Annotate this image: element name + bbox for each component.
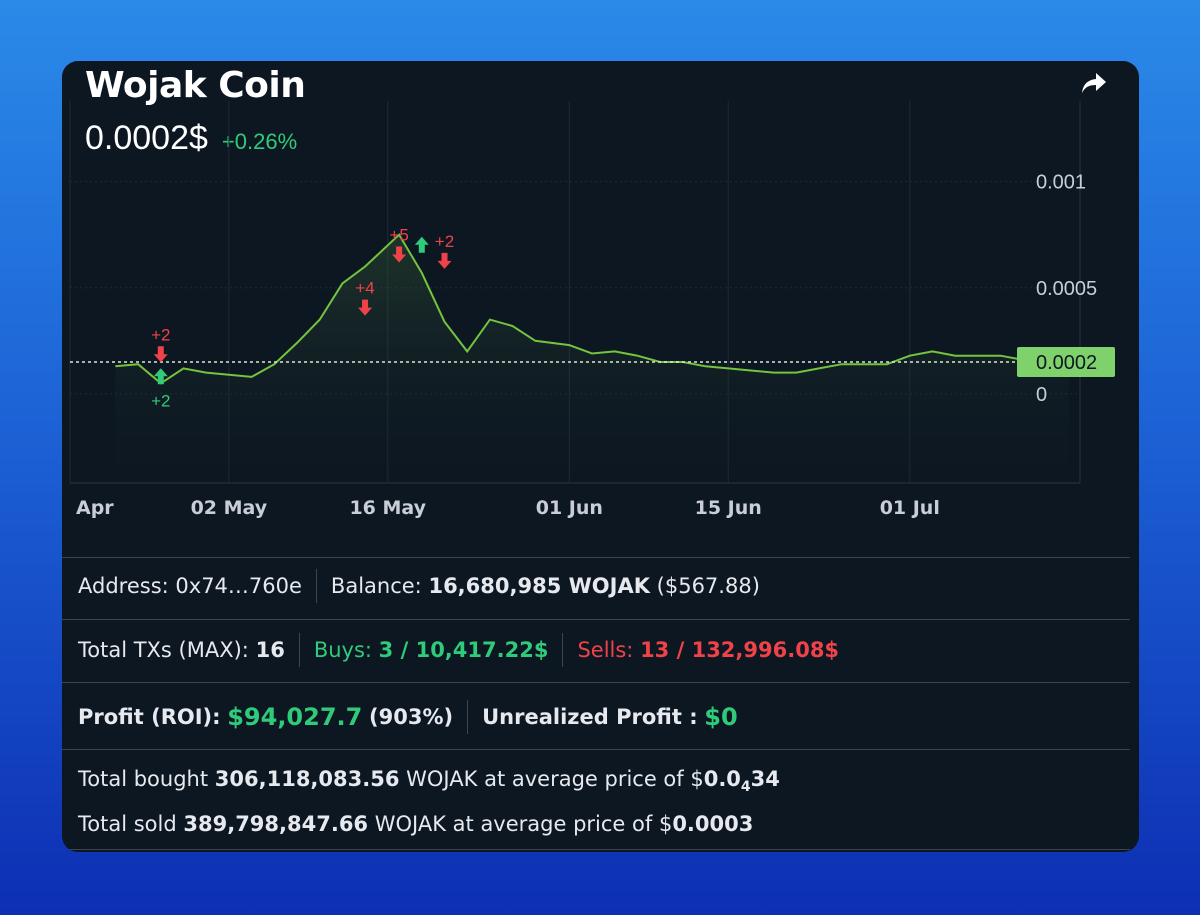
arrow-up-icon [153,368,168,385]
divider [62,749,1130,750]
address-segment: Address: 0x74…760e [62,574,316,598]
marker-label: +2 [151,325,170,344]
sell-marker: +2 [151,325,170,363]
x-tick-label: 01 Jul [880,497,940,519]
balance-usd: ($567.88) [656,574,760,598]
arrow-down-icon [392,246,407,263]
sell-marker: +5 [389,226,409,263]
coin-title: Wojak Coin [85,65,306,106]
bought-prefix: Total bought [78,767,209,791]
sold-mid: WOJAK at average price of $ [374,812,673,837]
unrealized-label: Unrealized Profit : [482,705,698,729]
bought-mid: WOJAK at average price of $ [406,767,704,791]
arrow-down-icon [153,346,168,363]
sells-label: Sells: [577,638,634,662]
total-txs-segment: Total TXs (MAX): 16 [62,638,299,662]
unrealized-value: $0 [704,703,738,731]
current-price-badge-label: 0.0002 [1036,352,1097,374]
y-tick-label: 0.001 [1036,172,1086,194]
divider [298,633,300,667]
divider [562,633,564,667]
divider [62,682,1130,683]
unrealized-segment: Unrealized Profit : $0 [468,703,752,731]
arrow-down-icon [358,299,373,316]
arrow-up-icon [414,236,429,253]
price-row: 0.0002$ +0.26% [85,119,297,158]
x-axis: Apr 02 May 16 May 01 Jun 15 Jun 01 Jul [76,497,940,519]
price-area [115,234,1069,483]
transactions-row: Total TXs (MAX): 16 Buys: 3 / 10,417.22$… [62,629,1130,671]
profit-label: Profit (ROI): [78,705,221,729]
x-tick-label: 16 May [349,497,426,519]
x-tick-label: 01 Jun [536,497,603,519]
marker-label: +2 [151,391,170,410]
total-bought-line: Total bought 306,118,083.56 WOJAK at ave… [78,761,780,806]
price-chart: +2 +2 +4 +5 +2 0.001 0.0005 0 Apr 02 May 16 May 0… [69,101,1115,519]
x-tick-label: Apr [76,497,114,519]
buy-marker: +2 [151,368,170,410]
balance-label: Balance: [330,574,422,598]
buys-value: 3 / 10,417.22$ [378,638,549,662]
bought-price: 0.0434 [703,767,780,795]
divider [315,569,317,603]
y-axis: 0.001 0.0005 0 [1036,172,1097,406]
wallet-address[interactable]: 0x74…760e [175,574,302,598]
marker-label: +5 [389,226,408,245]
sell-marker: +4 [355,279,375,316]
profit-row: Profit (ROI): $94,027.7 (903%) Unrealize… [62,695,1130,739]
totals-summary: Total bought 306,118,083.56 WOJAK at ave… [78,761,780,843]
bought-price-zeros: 4 [740,779,751,796]
divider [62,619,1130,620]
x-tick-label: 02 May [191,497,268,519]
x-tick-label: 15 Jun [695,497,762,519]
sell-marker: +2 [435,232,454,269]
sold-price: 0.0003 [672,812,754,837]
bought-price-a: 0.0 [703,767,741,791]
bought-price-b: 34 [750,767,780,791]
sells-value: 13 / 132,996.08$ [640,638,840,662]
roi-value: (903%) [369,705,454,729]
total-txs-value: 16 [255,638,285,662]
y-tick-label: 0.0005 [1036,278,1097,300]
wallet-card: Wojak Coin 0.0002$ +0.26% +2 +2 +4 +5 +2 0.0… [62,61,1139,852]
current-price: 0.0002$ [85,119,208,157]
share-arrow-icon[interactable] [1080,71,1108,97]
buys-segment: Buys: 3 / 10,417.22$ [300,638,563,662]
buy-marker [414,236,429,253]
sold-amount: 389,798,847.66 [183,812,369,837]
address-label: Address: [78,574,169,598]
address-row: Address: 0x74…760e Balance: 16,680,985 W… [62,567,1130,605]
arrow-down-icon [437,252,452,269]
profit-value: $94,027.7 [227,703,363,731]
divider [467,700,469,734]
balance-segment: Balance: 16,680,985 WOJAK ($567.88) [317,574,774,598]
sells-segment: Sells: 13 / 132,996.08$ [563,638,853,662]
price-line [115,233,1069,385]
price-change: +0.26% [221,129,298,154]
buys-label: Buys: [313,638,372,662]
trade-markers: +2 +2 +4 +5 +2 [151,226,454,411]
total-sold-line: Total sold 389,798,847.66 WOJAK at avera… [78,806,780,843]
y-tick-label: 0 [1036,384,1047,406]
divider [62,849,1130,850]
current-price-badge: 0.0002 [1017,347,1115,378]
bought-amount: 306,118,083.56 [214,767,400,791]
balance-amount: 16,680,985 WOJAK [428,574,650,598]
marker-label: +4 [355,279,374,298]
sold-prefix: Total sold [78,812,177,837]
marker-label: +2 [435,232,454,251]
profit-segment: Profit (ROI): $94,027.7 (903%) [62,703,467,731]
divider [62,557,1130,558]
total-txs-label: Total TXs (MAX): [78,638,249,662]
